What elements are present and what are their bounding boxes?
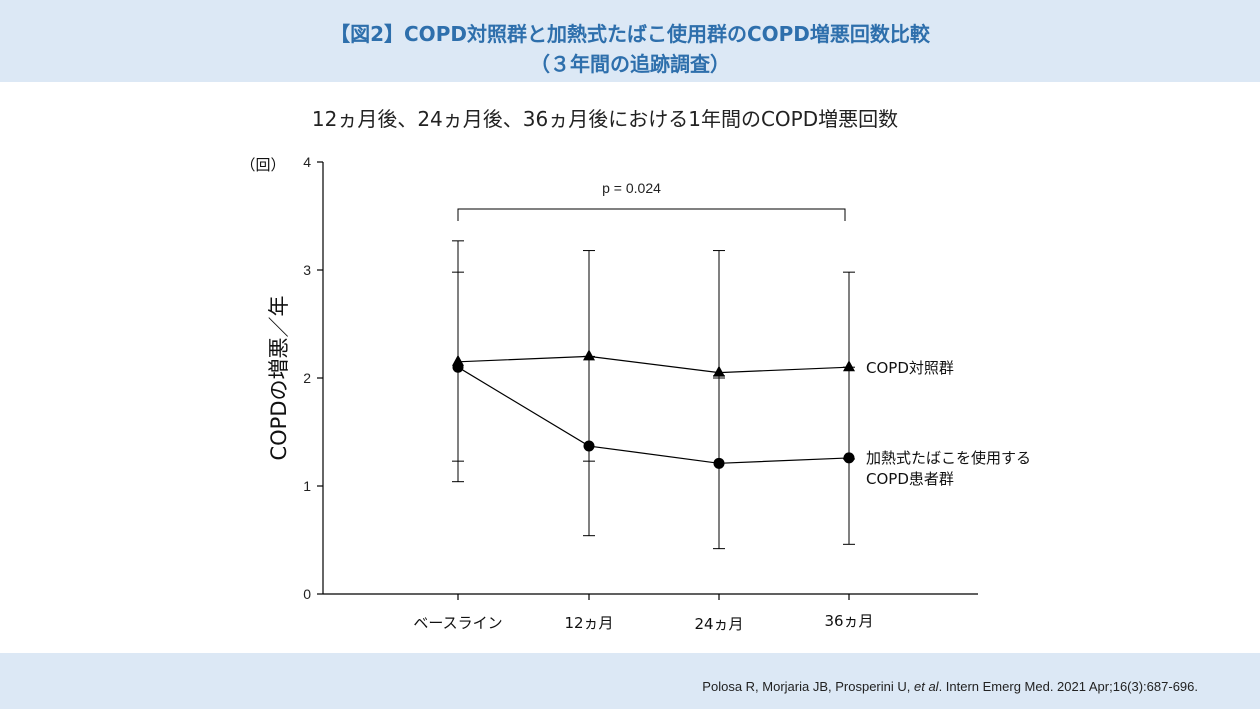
data-point-circle <box>713 457 725 469</box>
y-tick-label: 2 <box>303 370 311 386</box>
y-tick-label: 0 <box>303 586 311 602</box>
chart-subtitle: 12ヵ月後、24ヵ月後、36ヵ月後における1年間のCOPD増悪回数 <box>311 107 899 131</box>
x-tick-label: 24ヵ月 <box>694 615 743 633</box>
data-point-triangle <box>713 365 725 377</box>
data-point-triangle <box>583 349 595 361</box>
data-point-circle <box>452 361 464 373</box>
series-line <box>457 366 850 464</box>
y-tick-label: 3 <box>303 262 311 278</box>
header-banner: 【図2】COPD対照群と加熱式たばこ使用群のCOPD増悪回数比較 （３年間の追跡… <box>0 0 1260 82</box>
data-point-circle <box>843 452 855 464</box>
citation-etal: et al <box>913 679 939 694</box>
citation-authors: Polosa R, Morjaria JB, Prosperini U, <box>702 679 914 694</box>
p-value-annotation: p = 0.024 <box>602 180 661 196</box>
figure-title: 【図2】COPD対照群と加熱式たばこ使用群のCOPD増悪回数比較 <box>330 22 930 46</box>
x-tick-label: 12ヵ月 <box>564 614 613 632</box>
citation-journal: . Intern Emerg Med. 2021 Apr;16(3):687-6… <box>938 679 1198 694</box>
footer-banner: Polosa R, Morjaria JB, Prosperini U, et … <box>0 653 1260 709</box>
y-tick-label: 4 <box>303 154 311 170</box>
series-label-htp-line1: 加熱式たばこを使用する <box>866 449 1031 467</box>
y-tick-label: 1 <box>303 478 311 494</box>
x-tick-label: ベースライン <box>413 614 502 632</box>
data-point-circle <box>583 440 595 452</box>
y-axis-label: COPDの増悪／年 <box>267 295 291 460</box>
data-point-triangle <box>843 360 855 372</box>
series-line <box>457 355 850 374</box>
significance-bracket <box>457 208 846 221</box>
series-label-htp-line2: COPD患者群 <box>866 470 954 488</box>
figure-title-sub: （３年間の追跡調査） <box>530 52 730 76</box>
x-tick-label: 36ヵ月 <box>824 612 873 630</box>
citation: Polosa R, Morjaria JB, Prosperini U, et … <box>702 679 1198 694</box>
y-unit-label: （回） <box>240 156 285 174</box>
series-label-control: COPD対照群 <box>866 359 954 377</box>
